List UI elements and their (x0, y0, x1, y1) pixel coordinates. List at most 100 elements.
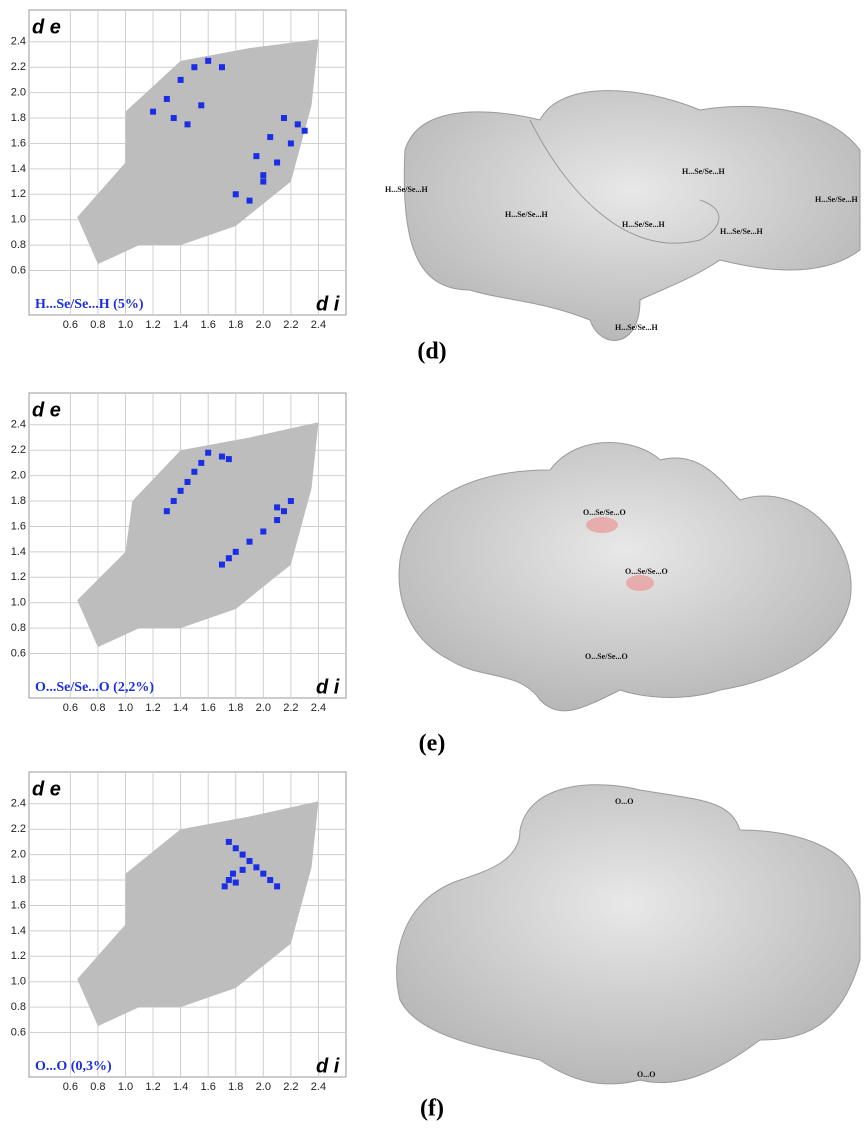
highlight-point (205, 449, 212, 456)
y-tick-label: 2.2 (11, 444, 26, 456)
y-tick-label: 0.8 (11, 1001, 26, 1013)
x-tick-label: 1.8 (228, 702, 243, 714)
x-tick-label: 0.8 (90, 1081, 105, 1093)
surface-labels-e: O...Se/Se...O O...Se/Se...O O...Se/Se...… (583, 508, 668, 661)
highlight-point (260, 178, 267, 185)
x-tick-label: 2.0 (256, 319, 271, 331)
highlight-point (294, 121, 301, 128)
highlight-point (225, 555, 232, 562)
highlight-point (246, 197, 253, 204)
x-tick-label: 1.8 (228, 319, 243, 331)
x-tick-label: 0.8 (90, 702, 105, 714)
x-tick-label: 1.2 (145, 702, 160, 714)
highlight-point (218, 453, 225, 460)
highlight-point (260, 528, 267, 535)
highlight-point (232, 879, 239, 886)
y-tick-label: 2.0 (11, 470, 26, 482)
x-tick-label: 2.2 (283, 319, 298, 331)
surface-label: O...Se/Se...O (585, 652, 628, 661)
highlight-point (221, 883, 228, 890)
x-tick-label: 1.4 (173, 702, 188, 714)
annotation: H...Se/Se...H (5%) (35, 297, 144, 312)
y-tick-label: 0.8 (11, 622, 26, 634)
annotation: O...Se/Se...O (2,2%) (35, 680, 154, 695)
surface-label: O...Se/Se...O (583, 508, 626, 517)
highlight-point (225, 456, 232, 463)
x-tick-label: 1.0 (118, 702, 133, 714)
x-axis-title: d i (316, 676, 340, 698)
y-tick-label: 1.0 (11, 597, 26, 609)
y-tick-label: 1.0 (11, 976, 26, 988)
highlight-point (150, 108, 157, 115)
surface-label: O...O (637, 1070, 655, 1079)
surface-labels-f: O...O O...O (615, 797, 655, 1079)
surface-e (398, 442, 852, 712)
highlight-point (246, 538, 253, 545)
highlight-point (191, 64, 198, 71)
y-tick-label: 1.8 (11, 874, 26, 886)
y-tick-label: 2.4 (11, 419, 26, 431)
highlight-point (287, 498, 294, 505)
highlight-point (229, 870, 236, 877)
y-tick-label: 2.2 (11, 823, 26, 835)
y-tick-label: 0.6 (11, 647, 26, 659)
surface-label: H...Se/Se...H (720, 227, 763, 236)
x-tick-label: 0.6 (63, 1081, 78, 1093)
y-tick-label: 1.6 (11, 899, 26, 911)
highlight-point (274, 883, 281, 890)
highlight-point (246, 857, 253, 864)
x-tick-label: 2.4 (311, 319, 326, 331)
x-tick-label: 0.6 (63, 702, 78, 714)
caption: (f) (420, 1096, 444, 1122)
highlight-point (301, 127, 308, 134)
caption: (e) (419, 731, 446, 757)
y-tick-label: 1.2 (11, 571, 26, 583)
surface-label: H...Se/Se...H (615, 323, 658, 332)
y-tick-label: 0.8 (11, 239, 26, 251)
surface-d (403, 90, 861, 341)
highlight-point (198, 102, 205, 109)
highlight-point (260, 172, 267, 179)
y-tick-label: 1.8 (11, 112, 26, 124)
y-tick-label: 0.6 (11, 264, 26, 276)
point-cloud (77, 801, 319, 1027)
y-axis-title: d e (32, 778, 61, 800)
highlight-point (232, 548, 239, 555)
highlight-point (280, 115, 287, 122)
highlight-point (260, 870, 267, 877)
caption: (d) (417, 339, 446, 365)
y-axis-title: d e (32, 16, 61, 38)
highlight-point (239, 851, 246, 858)
highlight-point (184, 478, 191, 485)
highlight-point (177, 487, 184, 494)
point-cloud (77, 422, 319, 648)
surface-label: O...Se/Se...O (625, 567, 668, 576)
surface-f (396, 784, 861, 1085)
annotation: O...O (0,3%) (35, 1059, 112, 1074)
fingerprint-plot: 0.6 0.8 1.0 1.2 1.4 1.6 1.8 2.0 2.2 2.4 0.6 0.8 1.0 1… (11, 392, 347, 714)
highlight-point (225, 877, 232, 884)
x-tick-label: 2.2 (283, 702, 298, 714)
y-tick-label: 2.4 (11, 798, 26, 810)
x-tick-label: 2.0 (256, 702, 271, 714)
highlight-point (232, 191, 239, 198)
y-tick-label: 2.0 (11, 849, 26, 861)
surface-label: H...Se/Se...H (385, 185, 428, 194)
x-axis-title: d i (316, 1055, 340, 1077)
y-tick-label: 2.0 (11, 87, 26, 99)
y-tick-label: 2.2 (11, 61, 26, 73)
highlight-point (170, 115, 177, 122)
surface-label: H...Se/Se...H (622, 220, 665, 229)
y-tick-label: 1.0 (11, 214, 26, 226)
x-axis-title: d i (316, 293, 340, 315)
highlight-point (274, 159, 281, 166)
y-tick-label: 1.4 (11, 163, 26, 175)
highlight-point (198, 459, 205, 466)
y-tick-label: 0.6 (11, 1026, 26, 1038)
x-tick-label: 1.2 (145, 319, 160, 331)
y-tick-label: 1.4 (11, 546, 26, 558)
highlight-point (170, 498, 177, 505)
highlight-point (274, 517, 281, 524)
highlight-point (253, 864, 260, 871)
